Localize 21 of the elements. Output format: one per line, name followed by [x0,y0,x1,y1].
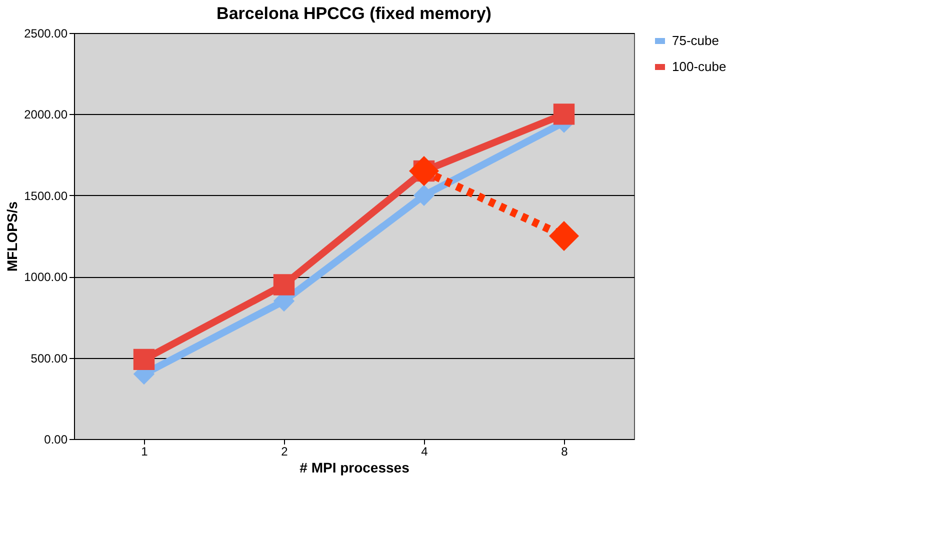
x-tick-label: 1 [141,444,148,458]
y-tick-label: 500.00 [30,351,68,366]
point [413,184,435,206]
y-axis-title: MFLOPS/s [4,201,20,272]
point [553,104,575,125]
point [549,221,579,251]
legend-label: 75-cube [672,33,719,48]
y-tick-label: 0.00 [44,432,68,446]
point [273,274,295,296]
point [409,156,439,186]
legend-label: 100-cube [672,59,726,74]
y-tick-label: 2000.00 [24,108,68,122]
point [133,348,155,370]
chart-title: Barcelona HPCCG (fixed memory) [216,4,492,23]
y-tick-label: 1000.00 [24,270,68,284]
x-tick-label: 2 [281,444,288,458]
x-axis-title: # MPI processes [300,460,410,476]
y-tick-label: 2500.00 [24,26,68,40]
y-tick-label: 1500.00 [24,188,68,203]
x-tick-label: 8 [561,444,568,458]
x-tick-label: 4 [421,444,428,458]
